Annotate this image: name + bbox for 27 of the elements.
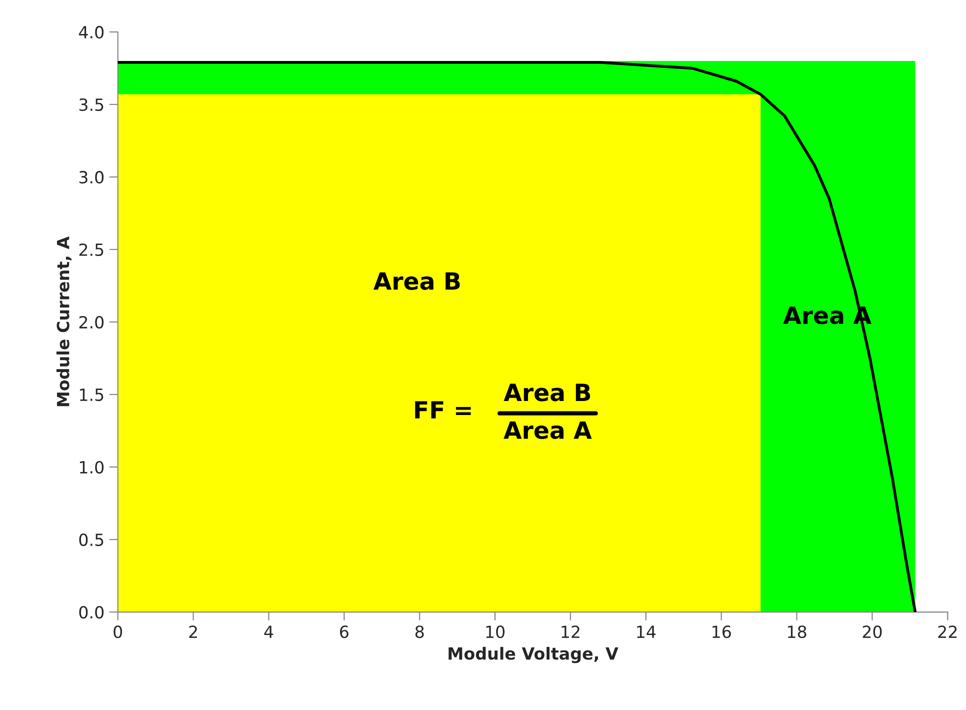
y-tick-label: 1.5 (80, 388, 104, 402)
x-tick-label: 0 (114, 626, 122, 638)
x-tick-label: 14 (637, 626, 656, 638)
x-tick-label: 16 (712, 626, 731, 638)
annotation: Area B (373, 272, 460, 290)
y-tick-label: 4.0 (78, 26, 104, 39)
x-tick-label: 10 (486, 626, 505, 638)
y-tick-label: 3.5 (79, 98, 104, 112)
y-tick-label: 0.5 (79, 533, 104, 546)
x-tick-label: 4 (264, 626, 274, 638)
y-tick-label: 2.5 (79, 243, 104, 256)
y-tick-label: 1.0 (80, 460, 104, 474)
y-tick-label: 3.0 (79, 170, 104, 184)
annotation: FF = (415, 401, 471, 418)
x-tick-label: 22 (938, 626, 957, 638)
x-tick-label: 2 (189, 626, 197, 638)
x-axis-title: Module Voltage, V (448, 646, 618, 664)
annotation: Area B (504, 384, 590, 402)
annotation: Area A (504, 422, 592, 440)
x-tick-label: 18 (788, 626, 806, 638)
y-tick-label: 2.0 (79, 316, 104, 329)
x-tick-label: 8 (415, 626, 424, 638)
x-tick-label: 12 (562, 626, 580, 638)
y-axis-title: Module Current, A (56, 236, 72, 406)
x-tick-label: 6 (340, 626, 348, 638)
y-tick-label: 0.0 (79, 606, 104, 619)
x-tick-label: 20 (862, 626, 882, 638)
